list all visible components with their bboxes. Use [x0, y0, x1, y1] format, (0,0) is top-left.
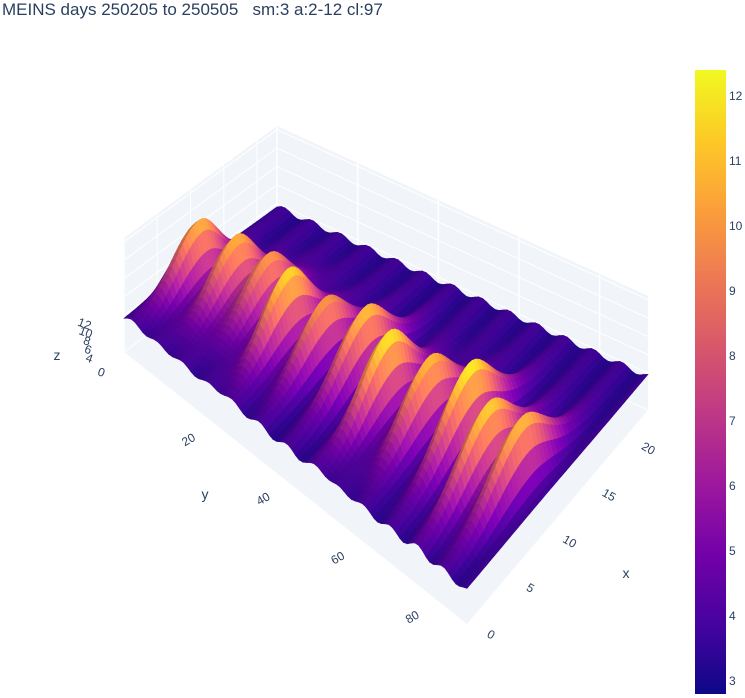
- gridline: [276, 129, 649, 301]
- y-axis-title: y: [202, 486, 209, 502]
- colorbar-tick-label: 11: [729, 154, 742, 168]
- colorbar-tick-label: 4: [729, 609, 736, 623]
- x-tick-label: 20: [639, 439, 658, 458]
- colorbar-tick-label: 9: [729, 284, 736, 298]
- x-tick-label: 15: [600, 486, 619, 505]
- gridline: [276, 165, 649, 337]
- x-tick-label: 10: [560, 532, 579, 551]
- y-tick-label: 20: [179, 430, 198, 449]
- y-tick-label: 40: [254, 489, 273, 508]
- z-axis-title: z: [54, 347, 61, 363]
- colorbar-tick-label: 8: [729, 349, 736, 363]
- colorbar: [695, 70, 726, 694]
- gridline: [123, 147, 278, 261]
- colorbar-ticks: 3 4 5 6 7 8 9 10 11 12: [729, 0, 745, 698]
- colorbar-tick-label: 10: [729, 219, 743, 233]
- surface-mesh: [123, 206, 649, 589]
- colorbar-tick-label: 3: [729, 674, 736, 688]
- colorbar-tick-label: 6: [729, 479, 736, 493]
- x-axis-title: x: [623, 565, 630, 581]
- gridline: [123, 129, 278, 243]
- colorbar-tick-label: 5: [729, 544, 736, 558]
- gridline: [276, 202, 649, 374]
- y-tick-label: 60: [328, 548, 347, 567]
- gridline: [276, 147, 649, 319]
- x-tick-label: 5: [524, 580, 537, 596]
- x-tick-label: 0: [485, 627, 498, 643]
- z-tick-label: 0: [96, 365, 107, 381]
- gridline: [276, 184, 649, 356]
- colorbar-tick-label: 12: [729, 89, 743, 103]
- colorbar-tick-label: 7: [729, 414, 736, 428]
- chart-title: MEINS days 250205 to 250505 sm:3 a:2-12 …: [2, 0, 383, 19]
- y-tick-label: 80: [403, 607, 422, 626]
